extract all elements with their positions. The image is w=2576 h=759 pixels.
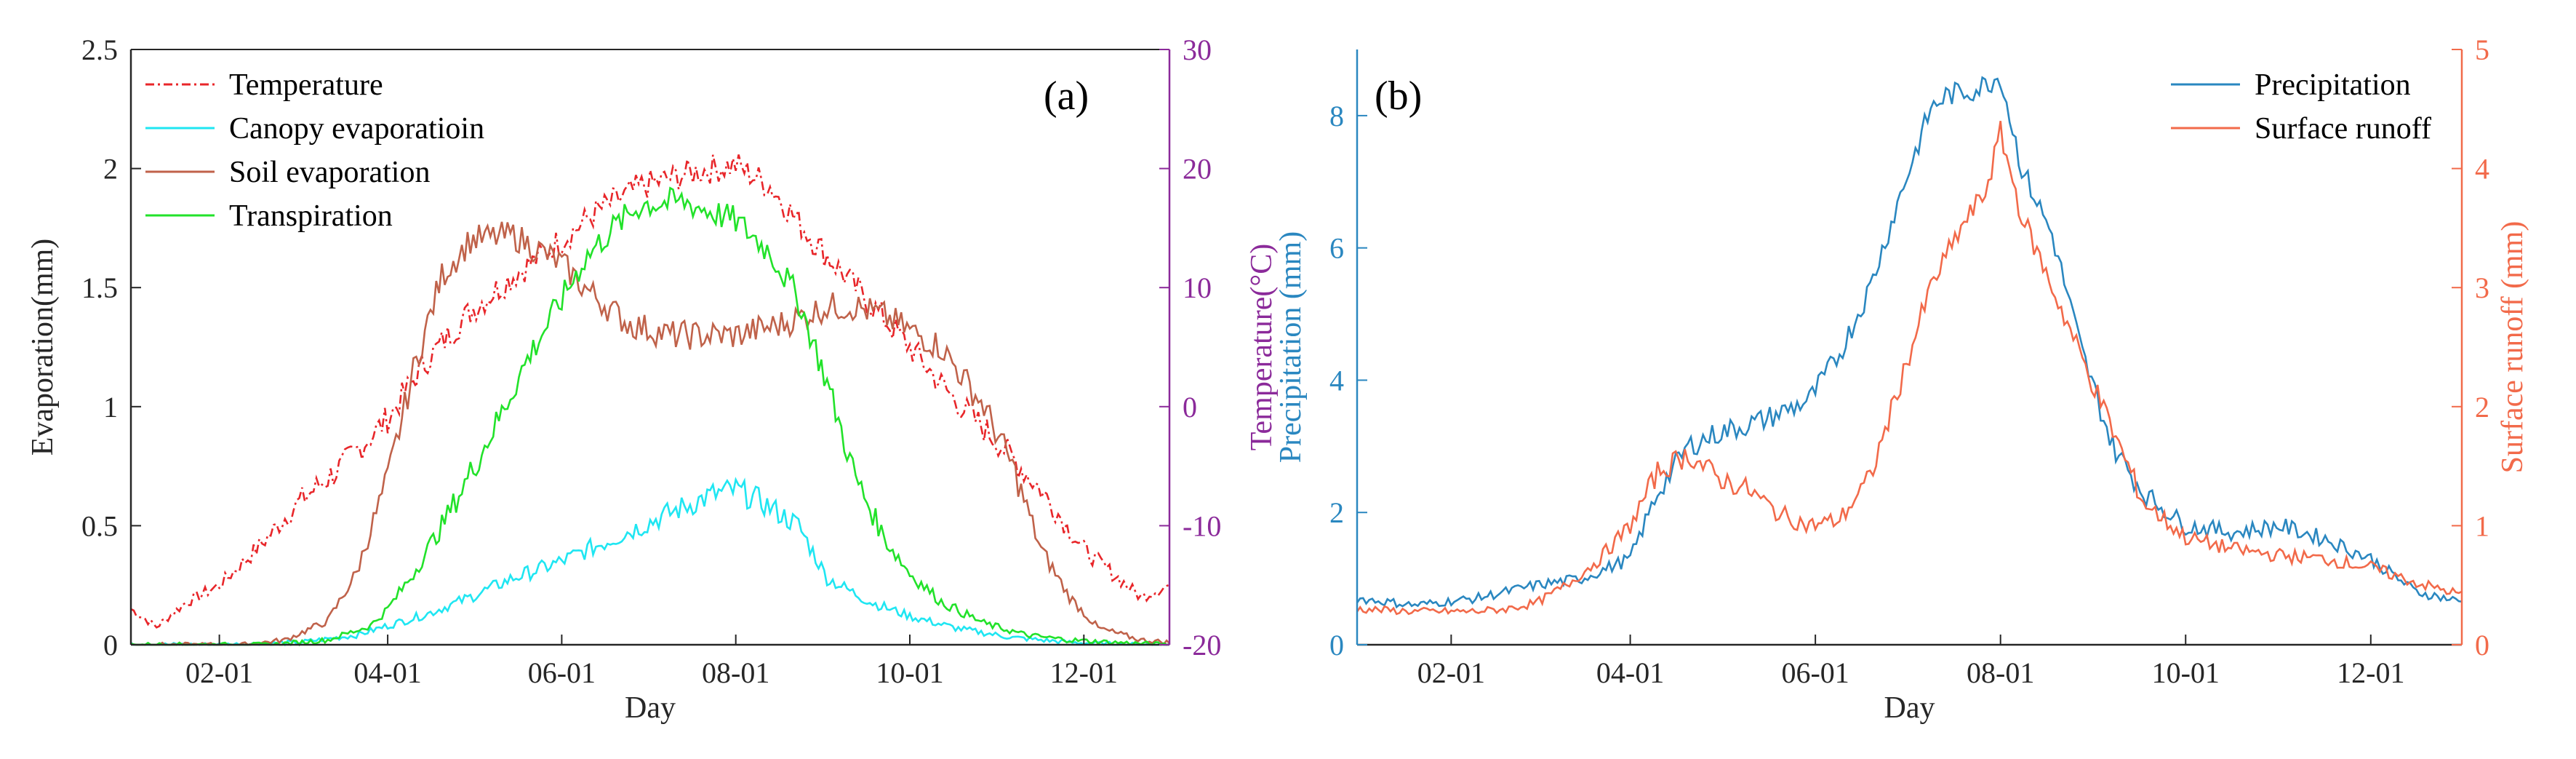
chart-panel-b: 02-01 04-01 06-01 08-01 10-01 12-01 Day 0 2 4 6 8 0 1…	[1274, 33, 2529, 725]
y-right-tick-label: 0	[2475, 629, 2489, 661]
x-tick-label: 08-01	[702, 656, 769, 689]
y-left-tick-label: 4	[1329, 364, 1344, 397]
x-tick-label: 04-01	[353, 656, 421, 689]
y-right-tick-label: 30	[1183, 33, 1212, 66]
y-left-tick-label: 6	[1329, 232, 1344, 265]
x-tick-label: 12-01	[2337, 656, 2404, 689]
x-tick-label: 06-01	[528, 656, 596, 689]
legend-label: Surface runoff	[2255, 112, 2431, 146]
legend-label: Temperature	[229, 68, 383, 102]
y-right-tick-label: 5	[2475, 33, 2489, 66]
x-tick-label: 02-01	[1417, 656, 1485, 689]
series-line-surface-runoff	[1356, 121, 2463, 616]
legend-label: Soil evaporation	[229, 156, 430, 189]
y-axis-left-title: Evaporation(mm)	[26, 239, 60, 456]
series-line-temperature	[130, 154, 1170, 629]
y-right-tick-label: 4	[2475, 153, 2489, 186]
y-axis-right-title: Temperature(°C)	[1245, 244, 1279, 450]
y-left-tick-label: 0.5	[81, 509, 118, 542]
y-left-tick-label: 2.5	[81, 33, 118, 66]
legend-label: Precipitation	[2255, 68, 2411, 102]
y-left-tick-label: 2	[103, 153, 118, 186]
x-tick-label: 10-01	[876, 656, 943, 689]
y-right-tick-label: 3	[2475, 271, 2489, 304]
y-left-tick-label: 8	[1329, 100, 1344, 132]
y-left-tick-label: 1	[103, 391, 118, 424]
y-left-tick-label: 1.5	[81, 271, 118, 304]
y-right-tick-label: 0	[1183, 391, 1197, 424]
y-right-tick-label: -10	[1183, 509, 1221, 542]
legend-label: Transpiration	[229, 199, 393, 233]
x-axis-title: Day	[625, 691, 676, 725]
x-axis-title: Day	[1884, 691, 1935, 725]
chart-panel-a: 02-01 04-01 06-01 08-01 10-01 12-01 Day 0 0.5 1 1.…	[26, 33, 1279, 725]
x-tick-label: 10-01	[2152, 656, 2220, 689]
x-tick-label: 02-01	[185, 656, 253, 689]
y-axis-right-title: Surface runoff (mm)	[2496, 221, 2529, 474]
x-tick-label: 06-01	[1781, 656, 1849, 689]
series-line-soil-evaporation	[130, 221, 1170, 646]
y-right-tick-label: 10	[1183, 271, 1212, 304]
y-axis-left-title: Precipitation (mm)	[1274, 231, 1308, 463]
x-tick-label: 04-01	[1596, 656, 1664, 689]
series-line-precipitation	[1356, 76, 2463, 609]
x-tick-label: 08-01	[1967, 656, 2034, 689]
series-line-transpiration	[130, 186, 1170, 647]
series-line-canopy-evaporatioin	[130, 477, 1170, 647]
panel-label: (a)	[1044, 73, 1089, 119]
y-right-tick-label: 1	[2475, 509, 2489, 542]
y-left-tick-label: 0	[1329, 629, 1344, 661]
y-right-tick-label: 20	[1183, 153, 1212, 186]
y-right-tick-label: 2	[2475, 391, 2489, 424]
x-tick-label: 12-01	[1050, 656, 1118, 689]
y-left-tick-label: 0	[103, 629, 118, 661]
legend-label: Canopy evaporatioin	[229, 112, 484, 146]
y-right-tick-label: -20	[1183, 629, 1221, 661]
panel-label: (b)	[1375, 73, 1422, 119]
y-left-tick-label: 2	[1329, 496, 1344, 529]
